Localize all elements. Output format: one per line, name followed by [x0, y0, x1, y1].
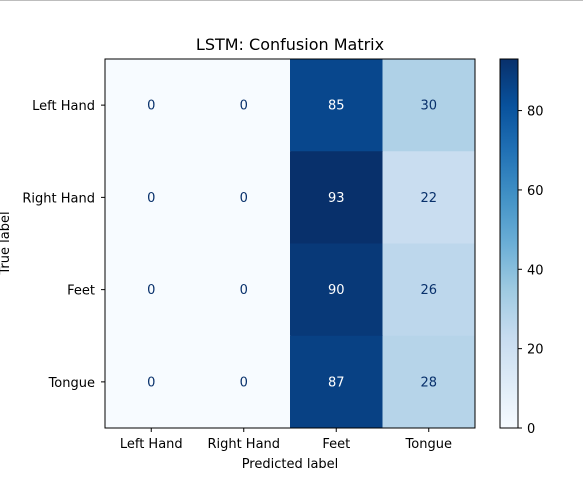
- cell-value-label: 0: [240, 283, 248, 298]
- chart-title: LSTM: Confusion Matrix: [196, 35, 384, 54]
- cell-value-label: 0: [147, 191, 155, 206]
- y-tick-label: Right Hand: [22, 191, 95, 206]
- cell-value-label: 0: [240, 191, 248, 206]
- colorbar-ticks: 0 20 40 60 80: [518, 105, 544, 437]
- y-axis-label: True label: [0, 211, 13, 275]
- x-tick-label: Left Hand: [120, 437, 183, 452]
- cell-value-label: 0: [240, 99, 248, 114]
- y-tick-labels: Left Hand Right Hand Feet Tongue: [22, 99, 105, 391]
- cell-value-label: 85: [328, 99, 345, 114]
- heatmap-cells: 0 0 85 30 0 0 93 22 0 0 90 26 0 0 87 28: [105, 59, 476, 429]
- cell-value-label: 22: [420, 191, 437, 206]
- x-tick-label: Tongue: [405, 437, 452, 452]
- cell-value-label: 30: [420, 99, 437, 114]
- cell-value-label: 28: [420, 375, 437, 390]
- colorbar-tick-label: 20: [527, 343, 544, 358]
- cell-value-label: 0: [147, 375, 155, 390]
- x-tick-label: Right Hand: [207, 437, 280, 452]
- cell-value-label: 90: [328, 283, 345, 298]
- cell-value-label: 87: [328, 375, 345, 390]
- cell-value-label: 0: [240, 375, 248, 390]
- y-tick-label: Feet: [67, 284, 95, 299]
- colorbar-tick-label: 60: [527, 184, 544, 199]
- cell-value-label: 0: [147, 99, 155, 114]
- cell-value-label: 0: [147, 283, 155, 298]
- cell-value-label: 26: [420, 283, 437, 298]
- x-tick-label: Feet: [322, 437, 350, 452]
- x-tick-labels: Left Hand Right Hand Feet Tongue: [120, 428, 452, 452]
- y-tick-label: Tongue: [48, 376, 95, 391]
- colorbar: [500, 59, 518, 428]
- x-axis-label: Predicted label: [242, 457, 339, 472]
- colorbar-tick-label: 0: [527, 422, 535, 437]
- colorbar-tick-label: 80: [527, 105, 544, 120]
- colorbar-tick-label: 40: [527, 263, 544, 278]
- y-tick-label: Left Hand: [32, 99, 95, 114]
- cell-value-label: 93: [328, 191, 345, 206]
